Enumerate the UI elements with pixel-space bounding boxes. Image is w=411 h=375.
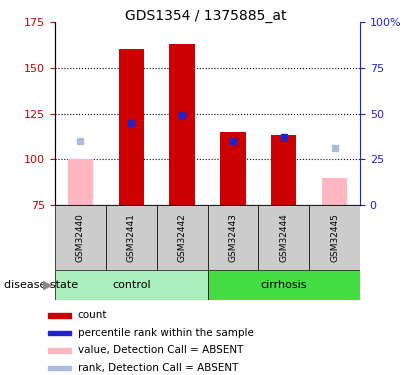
Bar [48,313,71,318]
Bar [118,50,144,205]
Text: disease state: disease state [4,280,78,290]
Text: GSM32442: GSM32442 [178,213,187,262]
Bar [220,132,246,205]
Text: GSM32441: GSM32441 [127,213,136,262]
Bar [309,205,360,270]
Text: rank, Detection Call = ABSENT: rank, Detection Call = ABSENT [78,363,238,373]
Bar [68,159,93,205]
Text: cirrhosis: cirrhosis [261,280,307,290]
Bar [208,205,259,270]
Bar [157,205,208,270]
Text: GSM32444: GSM32444 [279,213,288,262]
Text: control: control [112,280,150,290]
Bar [48,330,71,336]
Bar [48,348,71,353]
Bar [208,270,360,300]
Text: value, Detection Call = ABSENT: value, Detection Call = ABSENT [78,345,243,355]
Bar [169,44,195,205]
Text: GSM32440: GSM32440 [76,213,85,262]
Bar [55,270,208,300]
Text: GSM32443: GSM32443 [229,213,238,262]
Text: ▶: ▶ [43,279,53,291]
Bar [259,205,309,270]
Bar [106,205,157,270]
Text: count: count [78,310,107,321]
Text: GSM32445: GSM32445 [330,213,339,262]
Bar [271,135,296,205]
Bar [322,177,347,205]
Bar [48,366,71,370]
Bar [55,205,106,270]
Text: GDS1354 / 1375885_at: GDS1354 / 1375885_at [125,9,286,23]
Text: percentile rank within the sample: percentile rank within the sample [78,328,253,338]
